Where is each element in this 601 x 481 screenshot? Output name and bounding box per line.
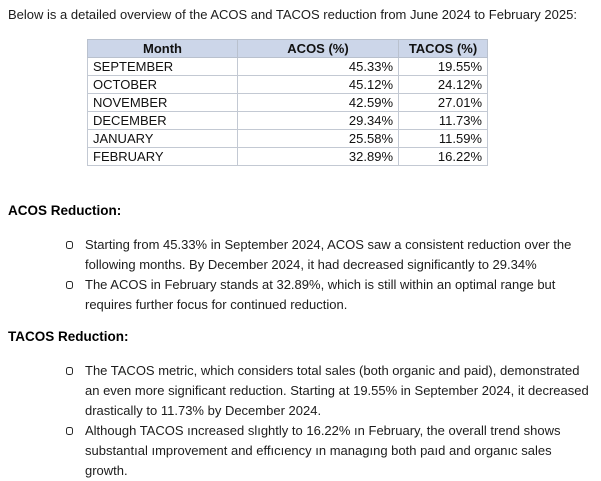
bullet-list: The TACOS metric, which considers total … bbox=[8, 361, 593, 481]
analysis-sections: ACOS Reduction: Starting from 45.33% in S… bbox=[8, 202, 593, 481]
bullet-item: The TACOS metric, which considers total … bbox=[8, 361, 593, 421]
month-cell: NOVEMBER bbox=[87, 93, 238, 112]
column-header-month: Month bbox=[87, 39, 238, 58]
month-cell: SEPTEMBER bbox=[87, 57, 238, 76]
bullet-icon bbox=[66, 367, 73, 375]
table-row: OCTOBER 45.12% 24.12% bbox=[87, 75, 488, 94]
intro-text: Below is a detailed overview of the ACOS… bbox=[8, 7, 577, 22]
table-row: NOVEMBER 42.59% 27.01% bbox=[87, 93, 488, 112]
tacos-cell: 16.22% bbox=[398, 147, 488, 166]
bullet-text: Although TACOS ıncreased slıghtly to 16.… bbox=[85, 423, 561, 478]
month-cell: FEBRUARY bbox=[87, 147, 238, 166]
acos-cell: 42.59% bbox=[237, 93, 399, 112]
acos-cell: 32.89% bbox=[237, 147, 399, 166]
analysis-section: TACOS Reduction: The TACOS metric, which … bbox=[8, 328, 593, 481]
bullet-text: The ACOS in February stands at 32.89%, w… bbox=[85, 277, 556, 312]
section-heading: TACOS Reduction: bbox=[8, 329, 129, 344]
bullet-icon bbox=[66, 427, 73, 435]
month-cell: JANUARY bbox=[87, 129, 238, 148]
tacos-cell: 24.12% bbox=[398, 75, 488, 94]
acos-cell: 29.34% bbox=[237, 111, 399, 130]
tacos-cell: 11.59% bbox=[398, 129, 488, 148]
acos-cell: 45.33% bbox=[237, 57, 399, 76]
tacos-cell: 19.55% bbox=[398, 57, 488, 76]
table-header-row: Month ACOS (%) TACOS (%) bbox=[87, 39, 488, 58]
section-heading: ACOS Reduction: bbox=[8, 203, 122, 218]
bullet-item: The ACOS in February stands at 32.89%, w… bbox=[8, 275, 593, 315]
table-row: SEPTEMBER 45.33% 19.55% bbox=[87, 57, 488, 76]
bullet-item: Although TACOS ıncreased slıghtly to 16.… bbox=[8, 421, 593, 481]
table-row: JANUARY 25.58% 11.59% bbox=[87, 129, 488, 148]
acos-tacos-table: Month ACOS (%) TACOS (%) SEPTEMBER 45.33%… bbox=[87, 39, 488, 166]
bullet-text: The TACOS metric, which considers total … bbox=[85, 363, 589, 418]
table-row: DECEMBER 29.34% 11.73% bbox=[87, 111, 488, 130]
column-header-acos: ACOS (%) bbox=[237, 39, 399, 58]
bullet-text: Starting from 45.33% in September 2024, … bbox=[85, 237, 572, 272]
table-body: SEPTEMBER 45.33% 19.55% OCTOBER 45.12% 24.12%… bbox=[87, 57, 488, 166]
bullet-icon bbox=[66, 241, 73, 249]
tacos-cell: 27.01% bbox=[398, 93, 488, 112]
table-row: FEBRUARY 32.89% 16.22% bbox=[87, 147, 488, 166]
month-cell: DECEMBER bbox=[87, 111, 238, 130]
column-header-tacos: TACOS (%) bbox=[398, 39, 488, 58]
acos-cell: 25.58% bbox=[237, 129, 399, 148]
bullet-icon bbox=[66, 281, 73, 289]
tacos-cell: 11.73% bbox=[398, 111, 488, 130]
bullet-item: Starting from 45.33% in September 2024, … bbox=[8, 235, 593, 275]
month-cell: OCTOBER bbox=[87, 75, 238, 94]
analysis-section: ACOS Reduction: Starting from 45.33% in S… bbox=[8, 202, 593, 315]
acos-cell: 45.12% bbox=[237, 75, 399, 94]
bullet-list: Starting from 45.33% in September 2024, … bbox=[8, 235, 593, 315]
